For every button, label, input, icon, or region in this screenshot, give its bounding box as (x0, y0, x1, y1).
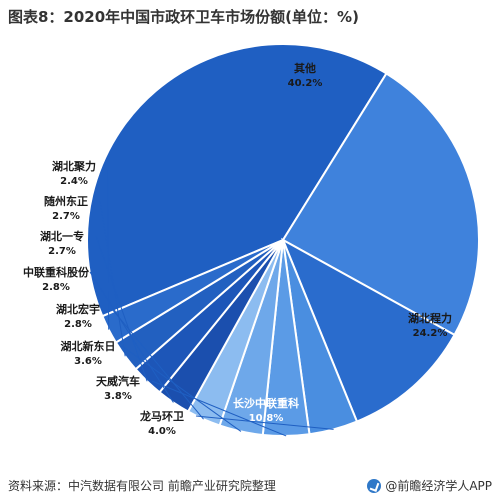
slice-label-1: 湖北程力 (408, 311, 452, 325)
pie-slice-1 (281, 72, 480, 337)
slice-value-label-5: 3.6% (74, 356, 102, 367)
pie-slice-0 (86, 43, 388, 318)
slice-value-label-3: 4.0% (148, 426, 176, 437)
slice-label-3: 龙马环卫 (139, 409, 184, 423)
leader-line-3 (195, 415, 334, 430)
slice-value-label-7: 2.8% (42, 282, 70, 293)
slice-value-label-1: 24.2% (413, 328, 448, 339)
leader-line-8 (95, 235, 148, 382)
footer: 资料来源：中汽数据有限公司 前瞻产业研究院整理 @前瞻经济学人APP (8, 477, 492, 494)
source-note: 资料来源：中汽数据有限公司 前瞻产业研究院整理 (8, 479, 276, 493)
slice-value-label-4: 3.8% (104, 391, 132, 402)
slice-value-label-9: 2.7% (52, 211, 80, 222)
slice-value-label-8: 2.7% (48, 246, 76, 257)
slice-value-label-2: 10.8% (249, 413, 284, 424)
chart-title: 图表8：2020年中国市政环卫车市场份额(单位：%) (8, 8, 359, 26)
leader-line-4 (151, 380, 287, 437)
leader-line-5 (121, 345, 242, 432)
slice-label-0: 其他 (294, 61, 316, 75)
brand-logo-icon (367, 478, 382, 493)
slice-label-7: 中联重科股份 (23, 265, 90, 279)
pie-slice-2 (281, 237, 456, 423)
brand: @前瞻经济学人APP (367, 477, 492, 494)
leader-line-9 (99, 200, 126, 357)
slice-label-9: 随州东正 (44, 194, 88, 208)
slice-label-2: 长沙中联重科 (233, 396, 299, 410)
slice-label-5: 湖北新东日 (61, 339, 116, 353)
slice-value-label-0: 40.2% (288, 78, 323, 89)
slice-label-6: 湖北宏宇 (56, 302, 100, 316)
slice-label-8: 湖北一专 (40, 229, 84, 243)
slice-label-4: 天威汽车 (96, 374, 140, 388)
leader-line-6 (111, 308, 204, 420)
slice-label-10: 湖北聚力 (52, 159, 96, 173)
leader-line-10 (107, 165, 110, 330)
brand-text: @前瞻经济学人APP (385, 479, 492, 493)
slice-value-label-6: 2.8% (64, 319, 92, 330)
slice-value-label-10: 2.4% (60, 176, 88, 187)
